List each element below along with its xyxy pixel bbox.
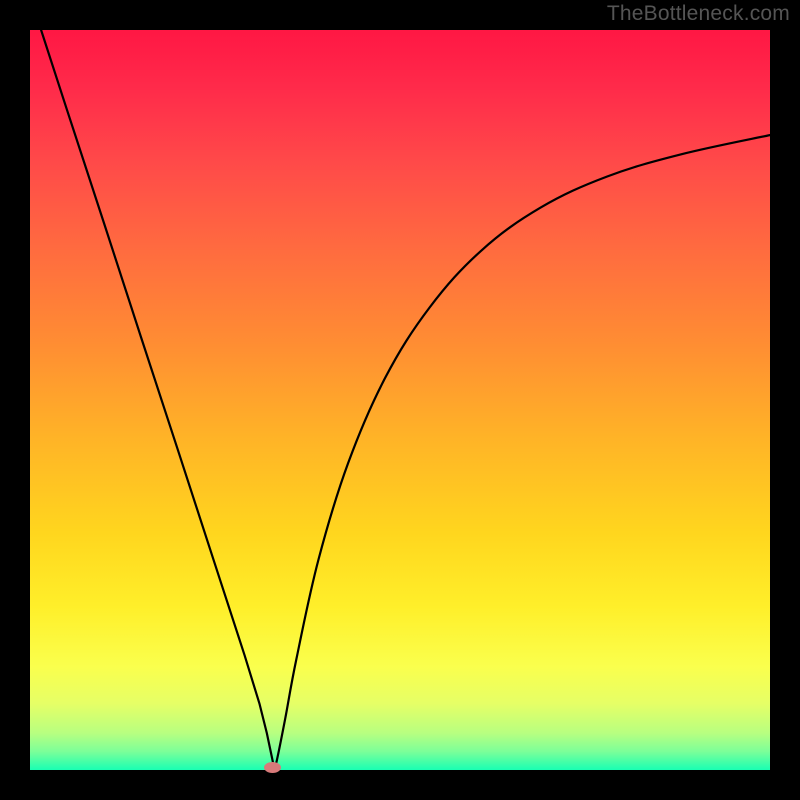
bottleneck-curve xyxy=(41,30,770,770)
curve-svg xyxy=(30,30,770,770)
watermark-text: TheBottleneck.com xyxy=(607,2,790,26)
minimum-marker xyxy=(264,762,281,773)
chart-frame: TheBottleneck.com xyxy=(0,0,800,800)
plot-area xyxy=(30,30,770,770)
